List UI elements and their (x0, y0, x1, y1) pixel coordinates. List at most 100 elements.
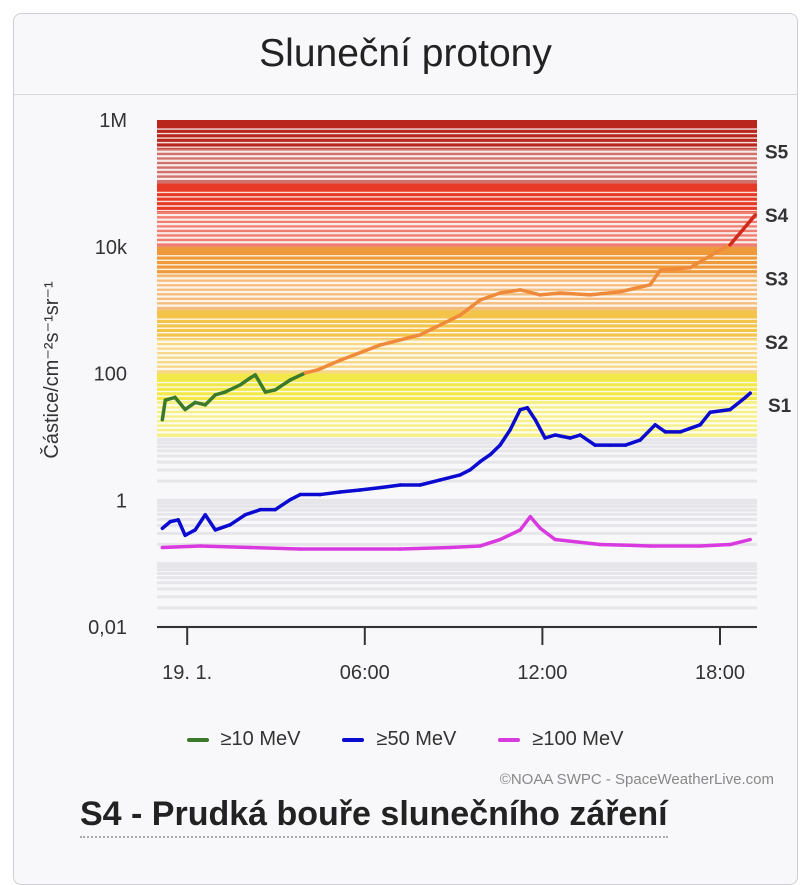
series-segment-10mev (173, 395, 187, 412)
legend-label: ≥100 MeV (532, 728, 624, 750)
legend-item-10mev[interactable]: ≥10 MeV (186, 728, 301, 751)
series-segment-10mev (378, 333, 422, 347)
series-segment-50mev (243, 507, 263, 517)
series-segment-10mev (688, 248, 723, 270)
series-segment-50mev (338, 488, 362, 494)
series-segment-100mev (498, 528, 522, 542)
series-segment-10mev (253, 373, 268, 394)
series-segment-10mev (478, 291, 502, 302)
series-segment-50mev (228, 513, 247, 527)
series-segment-50mev (525, 406, 538, 422)
series-segment-10mev (728, 213, 757, 247)
credit-text[interactable]: ©NOAA SWPC - SpaceWeatherLive.com (499, 771, 774, 788)
series-segment-100mev (478, 537, 502, 548)
series-segment-50mev (638, 423, 657, 442)
legend-swatch (342, 737, 365, 742)
series-segment-50mev (458, 468, 472, 477)
series-segment-50mev (533, 418, 547, 440)
series-segment-50mev (508, 407, 522, 432)
series-segment-100mev (528, 514, 543, 531)
x-tick-label: 18:00 (695, 662, 745, 684)
series-segment-50mev (728, 395, 747, 412)
y-tick-label: 1 (116, 490, 127, 512)
series-segment-50mev (498, 428, 512, 447)
series-segment-100mev (248, 545, 303, 551)
series-segment-10mev (538, 291, 562, 297)
storm-level-label-s1: S1 (768, 396, 792, 417)
series-segment-100mev (160, 544, 202, 550)
series-segment-10mev (518, 288, 543, 297)
series-segment-50mev (193, 513, 207, 532)
series-segment-50mev (203, 513, 218, 532)
series-segment-10mev (160, 398, 168, 422)
series-segment-10mev (658, 265, 692, 272)
series-segment-10mev (558, 291, 592, 297)
series-segment-10mev (238, 376, 252, 387)
legend-label: ≥10 MeV (220, 728, 301, 750)
series-segment-50mev (438, 473, 462, 482)
series-segment-10mev (338, 343, 382, 362)
series-segment-100mev (198, 544, 252, 550)
y-tick-label: 10k (95, 237, 128, 259)
storm-level-label-s2: S2 (765, 333, 788, 354)
series-segment-10mev (223, 383, 242, 394)
series-segment-50mev (623, 438, 642, 447)
storm-status-heading[interactable]: S4 - Prudká bouře slunečního záření (80, 795, 668, 838)
series-segment-100mev (728, 537, 752, 547)
series-segment-50mev (488, 443, 502, 457)
series-segment-50mev (318, 490, 342, 497)
storm-level-label-s4: S4 (765, 206, 789, 227)
y-axis-title: Částice/cm⁻²s⁻¹sr⁻¹ (40, 281, 63, 459)
series-segment-10mev (203, 393, 218, 407)
series-segment-10mev (498, 288, 522, 295)
legend-swatch (498, 737, 521, 742)
series-segment-50mev (708, 407, 732, 414)
series-segment-50mev (213, 523, 232, 532)
x-tick-label: 12:00 (517, 662, 567, 684)
y-tick-label: 1M (99, 110, 127, 132)
card-header: Sluneční protony (14, 14, 797, 95)
x-tick-label: 06:00 (340, 662, 390, 684)
series-segment-50mev (468, 459, 482, 472)
series-segment-100mev (553, 537, 602, 547)
series-segment-10mev (316, 358, 342, 372)
card-title: Sluneční protony (259, 32, 552, 75)
series-segment-10mev (183, 400, 197, 412)
series-segment-100mev (448, 544, 482, 550)
series-segment-100mev (598, 542, 652, 548)
series-segment-50mev (273, 497, 292, 512)
storm-level-label-s5: S5 (765, 143, 789, 164)
series-segment-50mev (698, 410, 712, 427)
series-segment-50mev (183, 528, 197, 538)
y-tick-label: 100 (94, 364, 127, 386)
legend-item-50mev[interactable]: ≥50 MeV (342, 728, 456, 751)
series-segment-10mev (718, 243, 732, 252)
series-segment-10mev (648, 268, 662, 287)
series-segment-10mev (418, 313, 462, 337)
series-segment-10mev (288, 371, 308, 382)
legend-swatch (186, 737, 209, 742)
series-segment-10mev (273, 378, 292, 392)
series-segment-50mev (653, 423, 667, 434)
series-segment-100mev (398, 545, 453, 551)
series-segment-50mev (418, 478, 443, 487)
series-segment-100mev (538, 526, 557, 542)
series-segment-50mev (176, 518, 187, 538)
x-tick-label: 19. 1. (162, 662, 212, 684)
storm-level-label-s3: S3 (765, 269, 788, 290)
series-segment-10mev (588, 289, 622, 297)
series-segment-50mev (553, 433, 572, 440)
legend-item-100mev[interactable]: ≥100 MeV (498, 728, 623, 751)
series-segment-50mev (288, 492, 303, 502)
series-segment-50mev (358, 485, 382, 492)
series-segment-10mev (618, 283, 652, 294)
series-segment-50mev (378, 483, 403, 490)
y-tick-label: 0,01 (88, 617, 127, 639)
series-segment-100mev (698, 542, 732, 548)
series-segment-10mev (458, 298, 482, 317)
series-segment-50mev (478, 452, 493, 464)
legend-label: ≥50 MeV (376, 728, 457, 750)
series-segment-100mev (518, 514, 533, 532)
series-segment-10mev (303, 367, 321, 375)
